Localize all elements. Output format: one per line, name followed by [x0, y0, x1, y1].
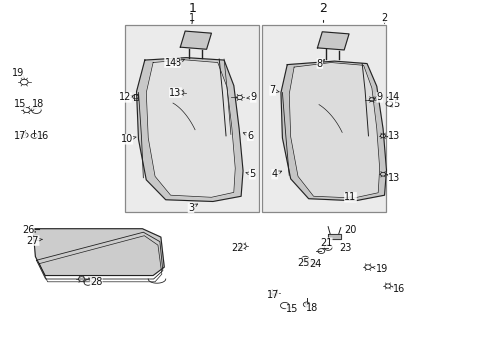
- Text: 21: 21: [319, 238, 332, 248]
- Text: 13: 13: [386, 173, 400, 183]
- Text: 7: 7: [269, 85, 279, 95]
- Text: 25: 25: [297, 258, 309, 267]
- Text: 24: 24: [308, 258, 321, 269]
- Text: 15: 15: [285, 304, 298, 314]
- Text: 12: 12: [119, 93, 133, 103]
- Text: 2: 2: [381, 13, 387, 23]
- Polygon shape: [33, 229, 164, 275]
- Text: 27: 27: [27, 235, 42, 246]
- Text: 18: 18: [32, 99, 44, 110]
- Text: 1: 1: [188, 13, 195, 23]
- Text: 8: 8: [316, 59, 324, 68]
- Polygon shape: [146, 60, 235, 197]
- Text: 10: 10: [121, 134, 136, 144]
- Text: 13: 13: [386, 131, 400, 141]
- Text: 20: 20: [344, 225, 356, 235]
- Text: 16: 16: [37, 131, 49, 141]
- Text: 11: 11: [344, 192, 356, 202]
- Bar: [261, 25, 385, 212]
- Polygon shape: [136, 58, 243, 202]
- Text: 14: 14: [386, 93, 400, 103]
- Text: 19: 19: [372, 264, 387, 274]
- Text: 13: 13: [169, 87, 181, 98]
- Text: 23: 23: [339, 243, 351, 253]
- Text: 9: 9: [373, 93, 382, 103]
- Text: 5: 5: [389, 99, 399, 109]
- Text: 9: 9: [246, 93, 256, 103]
- Text: 22: 22: [230, 243, 243, 253]
- Polygon shape: [288, 63, 379, 198]
- Polygon shape: [180, 31, 211, 49]
- Bar: [125, 25, 259, 212]
- Polygon shape: [327, 234, 340, 239]
- Text: 16: 16: [391, 284, 405, 294]
- Text: 15: 15: [14, 99, 26, 109]
- Text: 17: 17: [14, 131, 26, 141]
- Text: 26: 26: [22, 225, 36, 235]
- Polygon shape: [317, 32, 348, 50]
- Text: 14: 14: [164, 58, 177, 68]
- Text: 2: 2: [319, 2, 327, 22]
- Text: 28: 28: [88, 278, 102, 288]
- Text: 1: 1: [188, 2, 196, 22]
- Text: 3: 3: [187, 203, 197, 213]
- Text: 17: 17: [266, 290, 278, 300]
- Text: 5: 5: [245, 169, 255, 179]
- Text: 8: 8: [174, 58, 184, 68]
- Text: 6: 6: [243, 131, 253, 141]
- Text: 18: 18: [305, 303, 317, 313]
- Polygon shape: [281, 61, 386, 201]
- Text: 4: 4: [271, 169, 281, 179]
- Text: 19: 19: [12, 68, 24, 78]
